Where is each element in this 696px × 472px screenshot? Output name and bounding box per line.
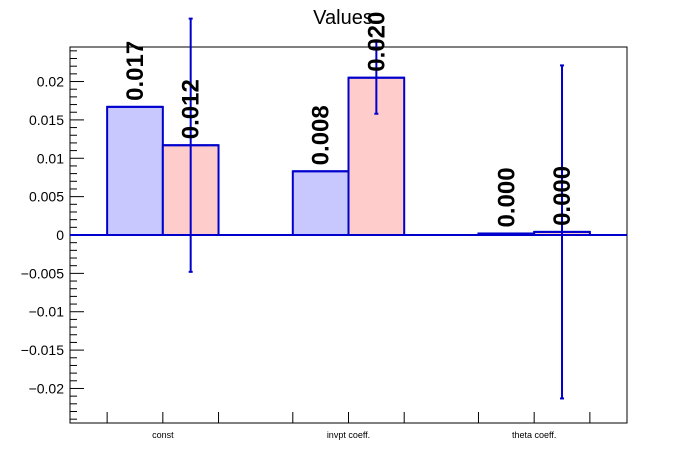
bar-value-label: 0.012 (178, 79, 205, 139)
y-tick-label: −0.005 (21, 265, 64, 281)
chart-title: Values (313, 7, 373, 29)
y-axis: −0.02 −0.015 −0.01 −0.005 0 0.005 0.01 0.015 0.0… (21, 50, 84, 420)
y-tick-label: 0.02 (37, 74, 64, 90)
bar-value-label: 0.000 (549, 166, 576, 226)
x-category-label: invpt coeff. (327, 430, 370, 440)
y-tick-label: 0.01 (37, 150, 64, 166)
y-tick-label: 0 (56, 227, 64, 243)
bar-value-label: 0.017 (122, 41, 149, 101)
y-tick-label: −0.02 (29, 380, 65, 396)
y-tick-label: 0.015 (29, 112, 64, 128)
bar (106, 105, 164, 236)
y-tick-label: −0.015 (21, 342, 64, 358)
x-axis: const invpt coeff. theta coeff. (106, 412, 591, 440)
y-tick-label: −0.01 (29, 304, 65, 320)
bar-value-label: 0.000 (493, 167, 520, 227)
y-tick-label: 0.005 (29, 189, 64, 205)
bar-labels: 0.017 0.008 0.000 0.012 0.020 0.000 (122, 12, 576, 228)
bar (291, 170, 350, 237)
bar-value-label: 0.020 (363, 12, 390, 72)
bar-value-label: 0.008 (308, 105, 335, 165)
x-category-label: theta coeff. (512, 430, 556, 440)
x-category-label: const (152, 430, 174, 440)
error-bars (107, 17, 590, 400)
